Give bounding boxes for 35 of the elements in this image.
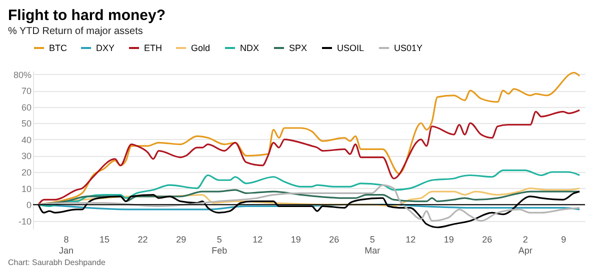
y-tick-label: 40: [21, 134, 32, 145]
x-tick-label: 15: [100, 234, 110, 244]
y-tick-label: -10: [18, 216, 32, 226]
x-tick-label: 22: [138, 234, 148, 244]
legend-label: US01Y: [394, 43, 423, 53]
legend-label: SPX: [289, 43, 308, 53]
y-tick-label: 50: [21, 118, 32, 129]
y-tick-label: 80%: [13, 70, 32, 80]
legend-label: DXY: [96, 43, 115, 53]
y-tick-label: 30: [21, 151, 32, 162]
legend-label: USOIL: [337, 43, 364, 53]
x-tick-label: 8 Jan: [59, 234, 74, 256]
legend-label: Gold: [191, 43, 210, 53]
x-tick-label: 12: [252, 234, 263, 244]
legend-label: BTC: [49, 43, 68, 53]
y-tick-label: 20: [21, 167, 32, 178]
y-tick-label: 60: [21, 102, 32, 112]
x-tick-label: 2 Apr: [518, 234, 532, 256]
x-tick-label: 26: [482, 234, 492, 244]
x-tick-label: 19: [290, 234, 301, 244]
legend-label: ETH: [144, 43, 162, 53]
y-tick-label: 0: [26, 200, 32, 210]
x-tick-label: 5 Feb: [212, 234, 228, 256]
y-tick-label: 10: [21, 184, 32, 194]
x-tick-label: 5 Mar: [364, 234, 380, 256]
x-tick-label: 26: [329, 234, 340, 244]
chart-title: Flight to hard money?: [8, 7, 166, 24]
x-tick-label: 12: [406, 234, 416, 244]
x-tick-label: 9: [561, 234, 566, 244]
chart-subtitle: % YTD Return of major assets: [8, 26, 143, 37]
legend-label: NDX: [240, 43, 260, 53]
text: Chart: Saurabh Deshpande: [8, 258, 106, 267]
x-tick-label: 29: [176, 234, 186, 244]
x-tick-label: 19: [444, 234, 454, 244]
y-tick-label: 70: [21, 86, 32, 96]
